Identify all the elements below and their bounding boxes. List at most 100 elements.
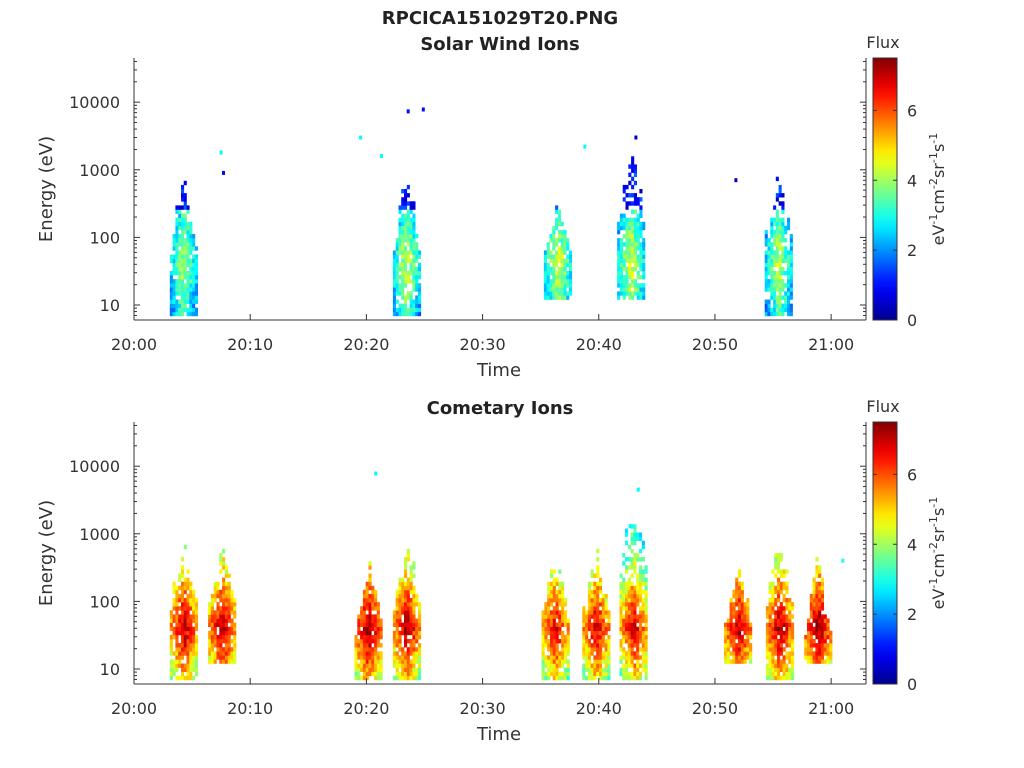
flux-cell [192, 589, 196, 595]
flux-cell [175, 307, 179, 313]
flux-cell [555, 671, 559, 677]
flux-cell [544, 643, 548, 648]
flux-cell [362, 589, 366, 595]
flux-cell [607, 667, 611, 672]
flux-cell [181, 184, 185, 190]
flux-cell [560, 279, 564, 284]
flux-cell [582, 630, 586, 636]
flux-cell [569, 275, 573, 280]
flux-cell [633, 626, 637, 632]
flux-cell [213, 614, 217, 619]
flux-cell [189, 602, 193, 607]
flux-cell [804, 639, 808, 644]
flux-cell [779, 651, 783, 656]
flux-cell [596, 565, 600, 570]
flux-cell [627, 581, 631, 587]
flux-cell [593, 573, 597, 578]
flux-cell [749, 647, 753, 652]
flux-cell [789, 307, 793, 313]
flux-cell [178, 283, 182, 288]
flux-cell [566, 643, 570, 648]
flux-cell [636, 577, 640, 582]
flux-cell [412, 663, 416, 668]
flux-cell [368, 598, 372, 603]
flux-cell [178, 659, 182, 664]
flux-cell [787, 225, 791, 231]
flux-cell [418, 614, 422, 619]
flux-cell [809, 651, 813, 656]
flux-cell [210, 639, 214, 644]
flux-cell [791, 667, 795, 672]
flux-cell [630, 532, 634, 537]
flux-cell [775, 262, 779, 268]
flux-cell [619, 275, 623, 280]
flux-cell [552, 589, 556, 595]
flux-cell [631, 291, 635, 296]
flux-cell [566, 295, 570, 300]
flux-cell [740, 610, 744, 615]
flux-cell [208, 606, 212, 611]
flux-cell [619, 667, 623, 672]
flux-cell [401, 626, 405, 632]
flux-cell [596, 593, 600, 599]
flux-cell [175, 238, 179, 243]
flux-cell [368, 639, 372, 644]
flux-cell [233, 639, 237, 644]
flux-cell [812, 643, 816, 648]
flux-cell [222, 626, 226, 632]
flux-cell [639, 606, 643, 611]
flux-cell [791, 622, 795, 627]
flux-cell [192, 651, 196, 656]
flux-cell [639, 287, 643, 292]
flux-cell [186, 569, 190, 574]
flux-cell [412, 234, 416, 239]
flux-cell [773, 262, 777, 268]
flux-cell [773, 279, 777, 284]
flux-cell [639, 634, 643, 640]
flux-cell [371, 651, 375, 656]
flux-cell [633, 671, 637, 677]
unit-base: s [929, 144, 948, 152]
flux-cell [557, 279, 561, 284]
flux-cell [639, 614, 643, 619]
flux-cell [738, 581, 742, 587]
flux-cell [365, 602, 369, 607]
flux-cell [362, 671, 366, 677]
flux-cell [398, 238, 402, 243]
flux-cell [395, 242, 399, 247]
flux-cell [764, 262, 768, 268]
flux-cell [409, 667, 413, 672]
flux-cell [189, 598, 193, 603]
flux-cell [392, 610, 396, 615]
flux-cell [401, 221, 405, 227]
flux-cell [406, 639, 410, 644]
flux-cell [639, 598, 643, 603]
flux-cell [178, 205, 182, 210]
flux-cell [563, 639, 567, 644]
flux-cell [181, 655, 185, 660]
flux-cell [192, 663, 196, 668]
flux-cell [415, 246, 419, 251]
flux-cell [178, 238, 182, 243]
flux-cell [560, 270, 564, 276]
flux-cell [781, 270, 785, 276]
flux-cell [777, 557, 781, 562]
flux-cell [625, 659, 629, 664]
flux-cell [172, 254, 176, 259]
flux-cell [815, 602, 819, 607]
flux-cell [625, 671, 629, 677]
flux-cell [782, 630, 786, 636]
flux-cell [368, 577, 372, 582]
flux-cell [552, 663, 556, 668]
flux-cell [555, 283, 559, 288]
flux-cell [820, 602, 824, 607]
flux-cell [636, 557, 640, 562]
flux-cell [401, 250, 405, 255]
flux-cell [175, 205, 179, 210]
flux-cell [729, 614, 733, 619]
flux-cell [818, 655, 822, 660]
flux-cell [593, 614, 597, 619]
flux-cell [409, 242, 413, 247]
flux-cell [563, 618, 567, 623]
flux-cell [172, 626, 176, 632]
